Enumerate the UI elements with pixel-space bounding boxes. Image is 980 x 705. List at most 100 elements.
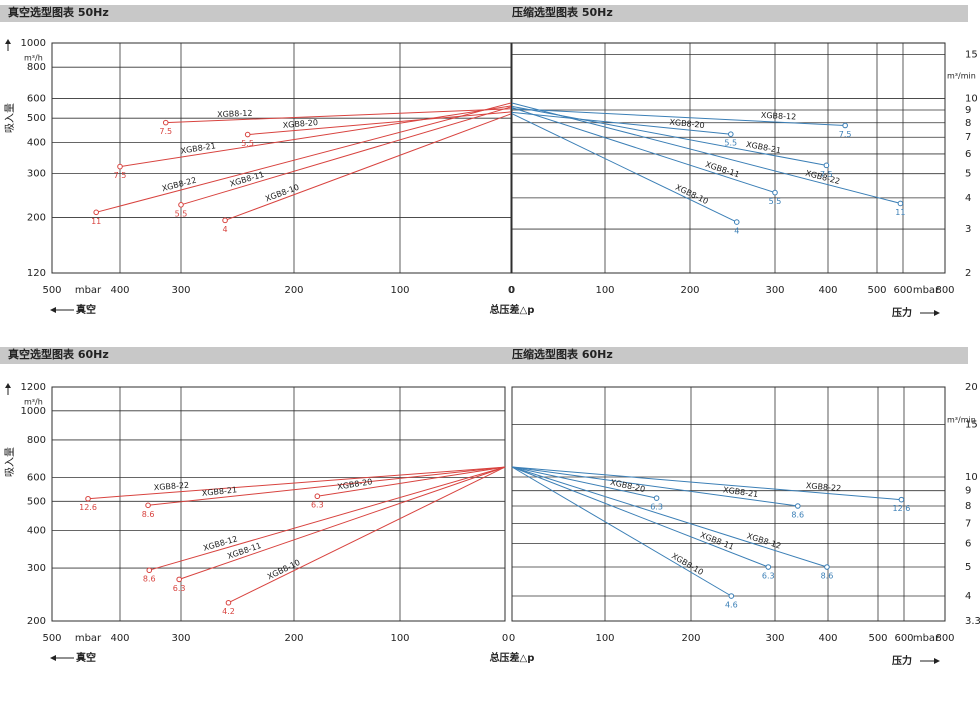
panel-title: 压缩选型图表 60Hz [512,347,613,361]
power-label: 12.6 [892,504,910,513]
rated-point [117,163,123,170]
curve [180,106,512,206]
direction-label: 真空 [76,303,96,316]
y-unit: m³/h [24,54,43,63]
x-tick-label: 500 [868,633,887,644]
y-label: 吸入量 [4,103,16,133]
y-tick-label: 200 [27,616,46,627]
rated-point [823,162,830,169]
y-tick-label: 9 [965,486,971,497]
direction-label: 压力 [892,654,912,667]
y-tick-label: 600 [27,93,46,104]
arrow-head [934,310,940,316]
power-label: 6.3 [650,503,663,512]
curve [247,111,512,136]
x-tick-label: 500 [867,285,886,296]
series-label: XGB8-20 [669,118,705,130]
y-tick-label: 4 [965,591,971,602]
x-unit: mbar [913,633,940,644]
power-label: 8.6 [142,510,155,519]
x-tick-label: 0 [508,285,514,296]
power-label: 4.2 [222,607,235,616]
power-label: 4 [734,227,739,236]
x-tick-label: 0 [502,633,508,644]
curve [511,466,769,568]
series-label: XGB8-22 [806,481,842,493]
panel-title: 真空选型图表 50Hz [8,5,109,19]
rated-point [824,564,830,570]
y-tick-label: 4 [965,193,971,204]
y-tick-label: 20 [965,382,978,393]
x-tick-label: 500 [42,633,61,644]
curve [179,466,506,580]
x-tick-label: 300 [765,285,784,296]
header-band [0,5,968,22]
y-unit: m³/min [947,72,976,81]
power-label: 5.5 [769,197,782,206]
plot-frame [511,42,946,274]
y-label: 吸入量 [4,447,16,477]
series-label: XGB8-11 [699,530,735,551]
x-tick-label: 400 [110,285,129,296]
rated-point [728,593,735,599]
y-unit: m³/h [24,398,43,407]
x-tick-label: 300 [171,633,190,644]
x-tick-label: 200 [680,285,699,296]
series-label: XGB8-12 [217,109,253,119]
y-tick-label: 8 [965,118,971,129]
direction-label: 压力 [892,306,912,319]
x-label: 总压差△p [490,651,535,664]
y-tick-label: 1200 [21,382,46,393]
power-label: 7.5 [159,127,172,136]
y-tick-label: 10 [965,94,978,105]
power-label: 4.6 [725,601,738,610]
rated-point [653,495,660,501]
x-tick-label: 500 [42,285,61,296]
rated-point [314,493,321,500]
series-label: XGB8-21 [180,141,216,155]
plot-frame [511,386,946,622]
y-tick-label: 2 [965,268,971,279]
power-label: 6.3 [173,584,186,593]
rated-point [178,202,184,208]
y-tick-label: 800 [27,435,46,446]
power-label: 5.5 [241,139,254,148]
y-tick-label: 10 [965,472,978,483]
curve [511,466,828,568]
curve [511,466,732,597]
rated-point [162,119,169,126]
panel-title: 压缩选型图表 50Hz [512,5,613,19]
curve [511,102,901,204]
rated-point [145,502,151,509]
power-label: 7.5 [114,171,127,180]
curve [511,466,798,507]
curve [317,466,506,497]
curve [511,107,776,194]
rated-point [898,496,905,503]
x-tick-label: 100 [595,633,614,644]
y-tick-label: 7 [965,132,971,143]
power-label: 5.5 [175,209,188,218]
series-label: XGB8-12 [746,531,782,550]
y-tick-label: 800 [27,62,46,73]
x-label: 总压差△p [490,303,535,316]
curve [511,466,902,501]
rated-point [794,503,801,509]
arrow-head [5,383,11,388]
y-tick-label: 3 [965,224,971,235]
y-tick-label: 500 [27,113,46,124]
curve [148,466,506,506]
power-label: 6.3 [762,572,775,581]
rated-point [222,217,228,224]
header-band [0,347,968,364]
series-label: XGB8-10 [670,551,705,577]
rated-point [225,599,232,606]
curve [119,105,512,168]
y-tick-label: 3.3 [965,616,980,627]
rated-point [176,576,182,583]
x-tick-label: 100 [595,285,614,296]
power-label: 4 [223,225,228,234]
x-unit: mbar [75,633,102,644]
curve [511,113,738,223]
y-tick-label: 600 [27,473,46,484]
